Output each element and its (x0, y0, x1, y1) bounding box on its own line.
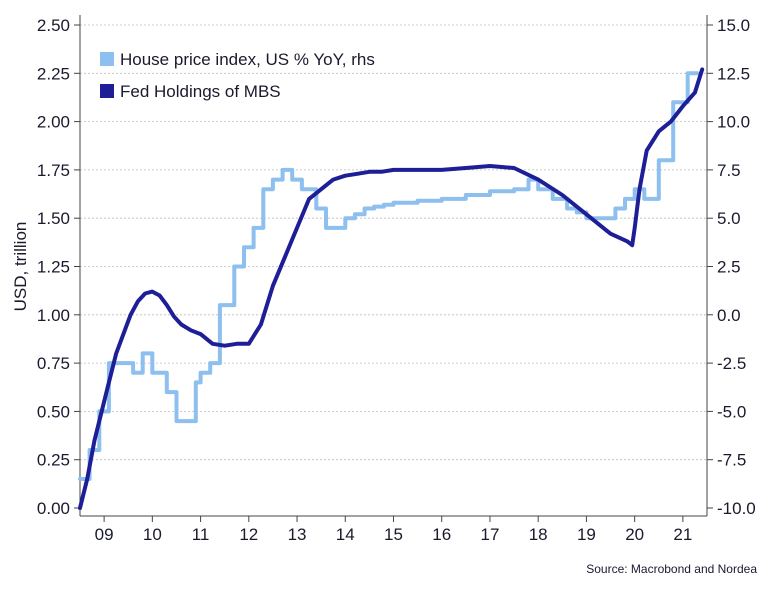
series-line-1 (78, 71, 700, 481)
x-tick-label: 21 (673, 525, 692, 544)
x-tick-label: 15 (384, 525, 403, 544)
right-tick-label: 7.5 (717, 161, 741, 180)
left-tick-label: 0.00 (37, 499, 70, 518)
right-tick-label: 12.5 (717, 64, 750, 83)
legend: House price index, US % YoY, rhs Fed Hold… (100, 50, 375, 101)
left-tick-label: 1.75 (37, 161, 70, 180)
right-tick-label: 10.0 (717, 113, 750, 132)
right-tick-label: 2.5 (717, 258, 741, 277)
x-tick-labels: 09 10 11 12 13 14 15 16 17 18 19 20 21 (95, 525, 693, 544)
x-tick-label: 09 (95, 525, 114, 544)
left-tick-label: 2.25 (37, 64, 70, 83)
x-tick-label: 12 (239, 525, 258, 544)
left-y-tick-labels: 0.00 0.25 0.50 0.75 1.00 1.25 1.50 1.75 2.00 2.25… (37, 16, 70, 518)
x-tick-label: 16 (432, 525, 451, 544)
left-tick-label: 1.00 (37, 306, 70, 325)
x-tick-label: 18 (529, 525, 548, 544)
left-tick-label: 0.50 (37, 402, 70, 421)
left-tick-label: 2.50 (37, 16, 70, 35)
x-tick-label: 20 (625, 525, 644, 544)
left-tick-label: 0.25 (37, 451, 70, 470)
right-tick-label: -5.0 (717, 402, 746, 421)
x-tick-label: 13 (288, 525, 307, 544)
legend-swatch (100, 52, 114, 66)
right-tick-label: -2.5 (717, 354, 746, 373)
axes (74, 15, 713, 522)
right-tick-label: -7.5 (717, 451, 746, 470)
left-tick-label: 2.00 (37, 113, 70, 132)
right-y-tick-labels: -10.0 -7.5 -5.0 -2.5 0.0 2.5 5.0 7.5 10.0 12.5 15.… (717, 16, 756, 518)
right-tick-label: -10.0 (717, 499, 756, 518)
x-tick-label: 19 (577, 525, 596, 544)
right-tick-label: 5.0 (717, 209, 741, 228)
left-tick-label: 0.75 (37, 354, 70, 373)
x-tick-label: 14 (336, 525, 355, 544)
right-tick-label: 0.0 (717, 306, 741, 325)
legend-label: House price index, US % YoY, rhs (120, 50, 375, 69)
x-tick-label: 10 (143, 525, 162, 544)
source-note: Source: Macrobond and Nordea (586, 562, 757, 576)
x-tick-label: 17 (481, 525, 500, 544)
right-tick-label: 15.0 (717, 16, 750, 35)
series-lines (78, 67, 705, 510)
legend-label: Fed Holdings of MBS (120, 82, 281, 101)
left-tick-label: 1.25 (37, 258, 70, 277)
x-tick-label: 11 (192, 525, 210, 544)
legend-swatch (100, 84, 114, 98)
left-tick-label: 1.50 (37, 209, 70, 228)
y-axis-label: USD, trillion (11, 222, 30, 312)
series-line-2 (78, 67, 705, 510)
